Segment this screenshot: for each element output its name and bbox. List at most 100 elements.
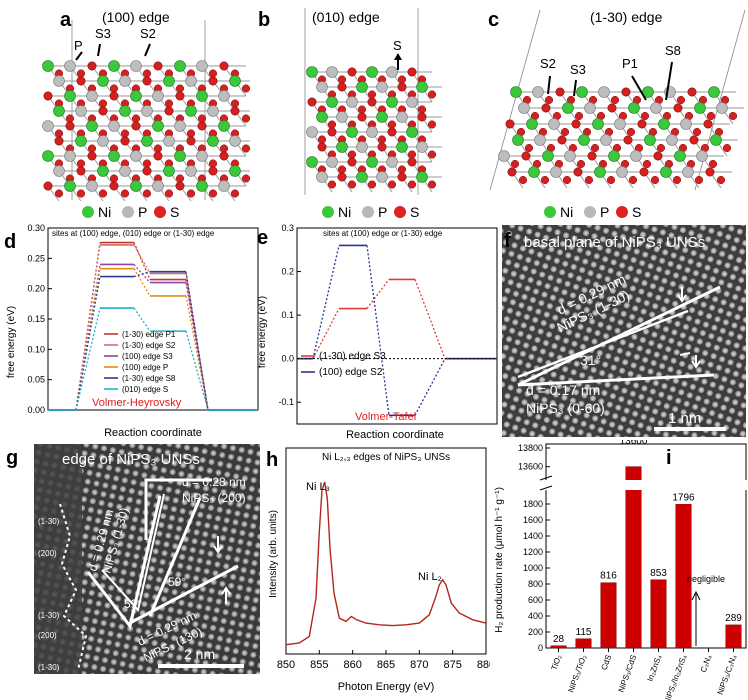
s-atom (687, 87, 697, 97)
s-atom (656, 143, 666, 153)
s-atom (397, 75, 407, 84)
svg-text:P: P (600, 204, 609, 220)
s-atom (540, 175, 550, 185)
s-atom (197, 121, 207, 131)
p-atom (336, 111, 348, 123)
s-atom (544, 95, 554, 105)
s-atom (694, 175, 704, 185)
d-spacing-label: d = 0.17 nm (526, 382, 600, 398)
p-atom (346, 96, 358, 108)
transition-path (133, 268, 151, 297)
y-tick-label: 800 (528, 579, 543, 589)
y-tick-label: 0.15 (27, 314, 45, 324)
s-atom (347, 150, 357, 159)
y-tick-label: 0.1 (281, 310, 294, 320)
p-atom (696, 150, 708, 162)
x-tick-label: NiPS₃/C₃N₄ (716, 654, 739, 696)
s-atom (427, 120, 437, 129)
bar (725, 624, 742, 649)
p-atom (376, 171, 388, 183)
y-axis-label: Intensity (arb. units) (268, 510, 279, 598)
s-atom (153, 61, 163, 71)
s-atom (673, 103, 683, 113)
s-atom (576, 159, 586, 169)
y-tick-label: 0.3 (281, 223, 294, 233)
y-tick-label: 0.00 (27, 405, 45, 415)
x-tick-label: 870 (410, 659, 428, 671)
ni-atom (42, 60, 54, 72)
atom-legend: Ni P S (544, 204, 641, 220)
bar (575, 638, 592, 649)
x-tick-label: 880 (477, 659, 490, 671)
y-tick-label: 0.20 (27, 284, 45, 294)
ni-atom (75, 135, 87, 147)
transition-path (414, 279, 446, 359)
s-atom (708, 159, 718, 169)
p-atom (518, 102, 530, 114)
ni-atom (644, 134, 656, 146)
ni-atom (64, 180, 76, 192)
s-atom (186, 189, 196, 198)
panel-title: (010) edge (312, 9, 380, 25)
s-atom (43, 91, 53, 101)
y-tick-label: 400 (528, 611, 543, 621)
p-atom (196, 150, 208, 162)
p-atom (185, 75, 197, 87)
s-atom (387, 127, 397, 137)
s-atom (637, 119, 647, 129)
x-tick-label: 865 (377, 659, 395, 671)
s-atom (357, 112, 367, 122)
p-atom (550, 166, 562, 178)
s-atom (76, 76, 86, 86)
plane-label: NiPS₃ (200) (182, 491, 246, 505)
s-atom (208, 159, 218, 168)
panel-g: g edge of NiPS₃ UNSs (1-30) (200) (1-30)… (6, 444, 260, 674)
data-label: 289 (725, 613, 742, 624)
bar (550, 645, 567, 649)
facet-label: (200) (38, 631, 57, 640)
panel-letter: b (258, 9, 270, 31)
s-atom (676, 95, 686, 105)
s-atom (109, 84, 119, 93)
p-atom (616, 166, 628, 178)
data-label: 115 (576, 627, 592, 638)
s-atom (65, 121, 75, 131)
s-atom (120, 129, 130, 138)
s-atom (692, 127, 702, 137)
angle-label: 31° (580, 352, 601, 368)
atom-legend: Ni P S (322, 204, 419, 220)
svg-text:S: S (632, 204, 641, 220)
y-tick-label: 0 (538, 643, 543, 653)
s-atom (230, 106, 240, 116)
s-atom (208, 189, 218, 198)
s-atom (521, 151, 531, 161)
s-atom (175, 174, 185, 183)
y-tick-label: 1000 (523, 563, 543, 573)
s-atom (76, 166, 86, 176)
legend-label: (010) edge S (122, 385, 168, 394)
legend: (1-30) edge S3 (100) edge S2 (301, 351, 386, 378)
s-atom (142, 166, 152, 176)
crystal-lattice (306, 66, 442, 193)
ni-atom (406, 126, 418, 138)
ni-atom (366, 66, 378, 78)
ni-atom (152, 120, 164, 132)
p-atom (86, 180, 98, 192)
transition-path (133, 242, 151, 280)
s-atom (186, 129, 196, 138)
y-tick-label: 1200 (523, 547, 543, 557)
x-tick-label: C₃N₄ (699, 654, 714, 674)
y-tick-label: 0.25 (27, 253, 45, 263)
legend-label: (1-30) edge S2 (122, 341, 176, 350)
chart-note: sites at (100) edge or (1-30) edge (323, 229, 443, 238)
s-atom (377, 135, 387, 144)
s-atom (626, 127, 636, 137)
p-atom (163, 135, 175, 147)
p-atom (680, 118, 692, 130)
s-atom (407, 180, 417, 189)
crystal-lattice (498, 86, 744, 189)
s-atom (541, 103, 551, 113)
legend-label: (1-30) edge P1 (122, 330, 176, 339)
ni-atom (64, 90, 76, 102)
x-tick-label: NiPS₃/In₂ZnS₄ (662, 654, 688, 700)
